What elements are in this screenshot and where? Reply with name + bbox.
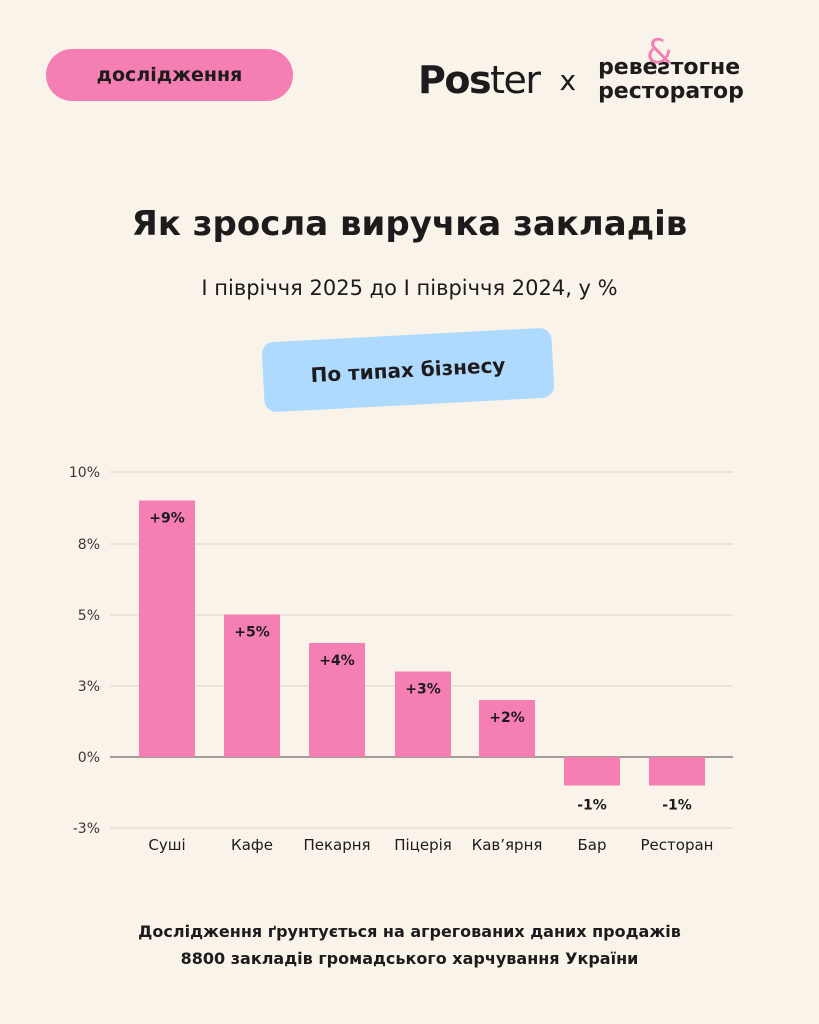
x-category-label: Суші xyxy=(148,836,185,854)
bar xyxy=(649,757,705,786)
brand-logos: Poster x & ревеƨтогне ресторатор xyxy=(418,32,744,110)
bar xyxy=(564,757,620,786)
bar xyxy=(139,500,195,757)
y-tick-label: 10% xyxy=(69,465,100,481)
bar xyxy=(479,700,535,757)
x-category-label: Кав’ярня xyxy=(472,836,543,854)
x-category-label: Бар xyxy=(577,836,606,854)
ampersand-icon: & xyxy=(646,32,673,72)
bar-value-label: +5% xyxy=(234,625,270,641)
y-tick-label: 8% xyxy=(78,537,100,553)
x-category-label: Пекарня xyxy=(303,836,370,854)
category-tag: дослідження xyxy=(46,49,293,101)
bar xyxy=(224,614,280,757)
poster-logo: Poster xyxy=(418,58,541,102)
logo-separator: x xyxy=(559,63,577,97)
revenue-bar-chart: 10% 8% 5% 3% 0% -3% +9% Суші +5% Кафе +4% Пекарня +3… xyxy=(69,465,733,854)
y-tick-label: 5% xyxy=(78,608,100,624)
partner-logo: & ревеƨтогне ресторатор xyxy=(598,32,744,104)
bar xyxy=(309,643,365,757)
bar-value-label: -1% xyxy=(662,798,692,814)
y-tick-label: -3% xyxy=(73,821,100,837)
footnote: Дослідження ґрунтується на агрегованих д… xyxy=(138,922,681,968)
x-category-label: Піцерія xyxy=(394,836,452,854)
x-category-label: Кафе xyxy=(231,836,273,854)
business-type-filter[interactable]: По типах бізнесу xyxy=(261,327,555,413)
x-category-label: Ресторан xyxy=(641,836,714,854)
bar xyxy=(395,671,451,757)
bar-value-label: +3% xyxy=(405,682,441,698)
bar-value-label: -1% xyxy=(577,798,607,814)
page-title: Як зросла виручка закладів xyxy=(131,204,688,244)
bar-value-label: +4% xyxy=(319,653,355,669)
bar-value-label: +2% xyxy=(489,710,525,726)
bar-value-label: +9% xyxy=(149,511,185,527)
y-tick-label: 3% xyxy=(78,679,100,695)
page-subtitle: І півріччя 2025 до І півріччя 2024, у % xyxy=(201,276,618,300)
y-tick-label: 0% xyxy=(78,750,100,766)
